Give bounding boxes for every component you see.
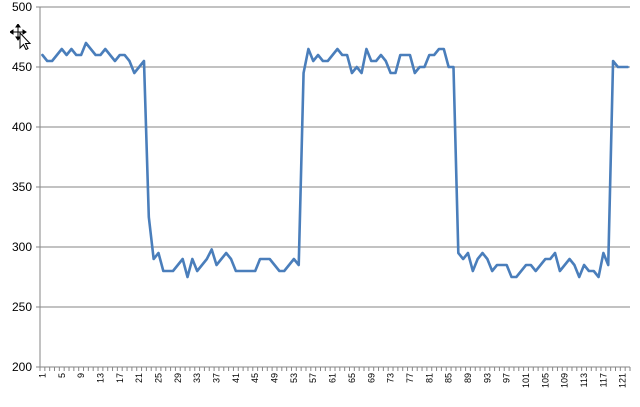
x-tick-label: 117 — [598, 373, 608, 387]
x-tick-label: 81 — [424, 373, 434, 383]
x-tick-label: 45 — [250, 373, 260, 383]
x-tick-label: 121 — [618, 373, 628, 388]
x-tick-label: 1 — [37, 373, 47, 378]
x-tick-label: 37 — [212, 373, 222, 383]
x-tick-label: 97 — [502, 373, 512, 383]
x-tick-label: 13 — [95, 373, 105, 383]
x-tick-label: 49 — [270, 373, 280, 383]
y-tick-label: 400 — [12, 120, 32, 134]
x-tick-label: 29 — [173, 373, 183, 383]
x-tick-label: 21 — [134, 373, 144, 383]
y-tick-label: 500 — [12, 0, 32, 14]
move-cursor-icon — [10, 24, 32, 50]
x-tick-label: 5 — [57, 373, 67, 378]
x-tick-label: 33 — [192, 373, 202, 383]
x-tick-label: 109 — [560, 373, 570, 388]
x-tick-label: 77 — [405, 373, 415, 383]
x-axis-ticks: 1 5 9 13 17 21 25 29 33 37 41 45 49 53 57 61 65 69 73 77 81 8… — [37, 367, 631, 388]
y-tick-label: 250 — [12, 300, 32, 314]
x-tick-label: 93 — [482, 373, 492, 383]
y-axis-ticks: 200 250 300 350 400 450 500 — [12, 0, 40, 374]
x-tick-label: 17 — [115, 373, 125, 383]
x-tick-label: 41 — [231, 373, 241, 383]
x-tick-label: 25 — [153, 373, 163, 383]
x-tick-label: 85 — [444, 373, 454, 383]
x-tick-label: 65 — [347, 373, 357, 383]
x-tick-label: 57 — [308, 373, 318, 383]
x-tick-label: 105 — [540, 373, 550, 388]
x-tick-label: 113 — [579, 373, 589, 387]
x-tick-label: 61 — [328, 373, 338, 383]
x-tick-label: 53 — [289, 373, 299, 383]
x-tick-label: 9 — [76, 373, 86, 378]
y-tick-label: 350 — [12, 180, 32, 194]
series-line — [41, 41, 629, 279]
x-tick-label: 69 — [366, 373, 376, 383]
y-tick-label: 300 — [12, 240, 32, 254]
x-tick-label: 73 — [386, 373, 396, 383]
y-tick-label: 200 — [12, 360, 32, 374]
y-tick-label: 450 — [12, 60, 32, 74]
x-tick-label: 101 — [521, 373, 531, 388]
x-tick-label: 89 — [463, 373, 473, 383]
